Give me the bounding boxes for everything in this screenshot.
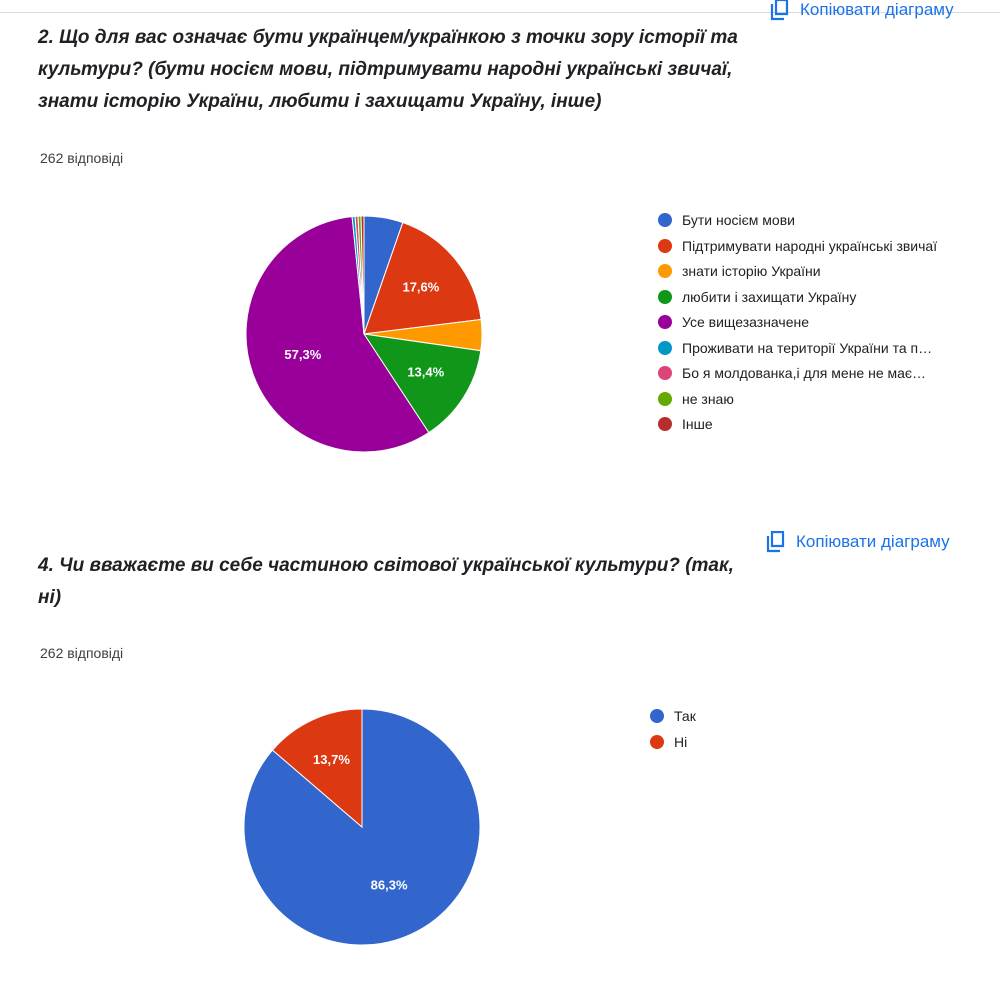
section-divider xyxy=(0,12,1000,13)
legend-item: любити і захищати Україну xyxy=(658,287,978,307)
legend-label: Усе вищезазначене xyxy=(682,314,810,330)
legend-item: Бо я молдованка,і для мене не має… xyxy=(658,363,978,383)
pie-slice xyxy=(362,333,482,434)
legend-swatch xyxy=(658,391,672,406)
response-count: 262 відповіді xyxy=(40,645,124,661)
legend-swatch xyxy=(650,709,664,723)
legend-swatch xyxy=(650,734,664,749)
slice-label: 17,6% xyxy=(402,279,439,294)
copy-chart-label: Копіювати діаграму xyxy=(800,0,954,19)
legend-item: Проживати на території України та п… xyxy=(658,338,978,358)
legend-swatch xyxy=(658,340,672,355)
legend-swatch xyxy=(658,315,672,329)
chart-legend: Так Ні xyxy=(650,706,850,757)
copy-chart-button[interactable]: Копіювати діаграму xyxy=(766,531,950,553)
legend-item: Так xyxy=(650,706,850,726)
slice-label: 13,7% xyxy=(313,752,350,767)
legend-swatch xyxy=(658,366,672,380)
pie-slice xyxy=(271,708,363,829)
slice-label: 86,3% xyxy=(371,877,408,892)
legend-swatch xyxy=(658,289,672,304)
legend-swatch xyxy=(658,264,672,278)
pie-chart: 17,6% 13,4% 57,3% xyxy=(245,215,483,453)
legend-label: Проживати на території України та п… xyxy=(682,339,933,356)
slice-label: 57,3% xyxy=(284,347,321,362)
legend-item: Бути носієм мови xyxy=(658,210,978,230)
pie-slice xyxy=(360,215,365,335)
legend-swatch xyxy=(658,417,672,431)
legend-item: не знаю xyxy=(658,389,978,409)
legend-swatch xyxy=(658,213,672,227)
pie-slice xyxy=(245,216,430,453)
legend-item: знати історію України xyxy=(658,261,978,281)
legend-swatch xyxy=(658,238,672,253)
pie-chart: 86,3% 13,7% xyxy=(243,708,481,946)
question-title: 4. Чи вважаєте ви себе частиною світової… xyxy=(38,555,734,608)
legend-label: не знаю xyxy=(682,390,734,407)
legend-label: Підтримувати народні українські звичаї xyxy=(682,237,938,254)
legend-label: Бо я молдованка,і для мене не має… xyxy=(682,365,927,381)
pie-slice xyxy=(363,221,482,335)
legend-label: Ні xyxy=(674,733,688,750)
legend-label: Так xyxy=(674,708,696,724)
response-count: 262 відповіді xyxy=(40,150,124,166)
legend-label: знати історію України xyxy=(682,263,821,279)
legend-item: Інше xyxy=(658,414,978,434)
legend-item: Підтримувати народні українські звичаї xyxy=(658,236,978,256)
question-title: 2. Що для вас означає бути українцем/укр… xyxy=(38,27,738,112)
legend-label: Бути носієм мови xyxy=(682,212,795,228)
copy-icon xyxy=(770,0,790,21)
copy-chart-label: Копіювати діаграму xyxy=(796,532,950,551)
chart-legend: Бути носієм мови Підтримувати народні укр… xyxy=(658,210,978,440)
copy-icon xyxy=(766,531,786,553)
legend-label: Інше xyxy=(682,416,713,432)
slice-label: 13,4% xyxy=(407,365,444,380)
legend-item: Усе вищезазначене xyxy=(658,312,978,332)
legend-label: любити і захищати Україну xyxy=(682,288,857,305)
legend-item: Ні xyxy=(650,732,850,752)
copy-chart-button[interactable]: Копіювати діаграму xyxy=(770,0,954,22)
